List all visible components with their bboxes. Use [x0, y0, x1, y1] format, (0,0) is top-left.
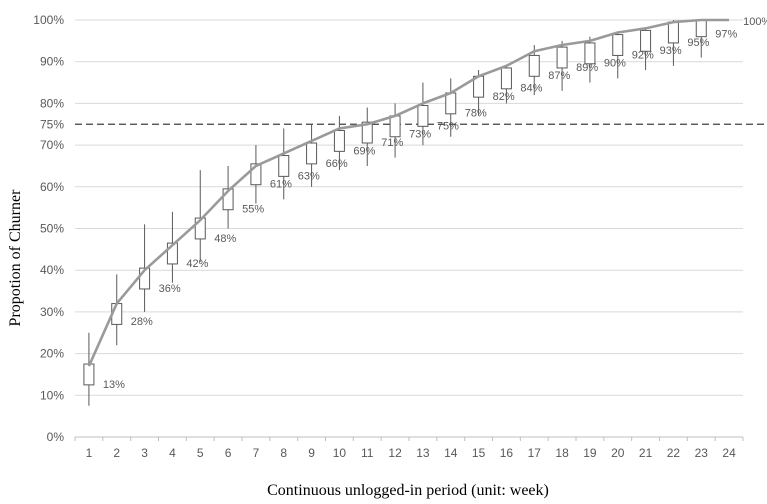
box	[250, 163, 262, 186]
data-label: 73%	[409, 129, 431, 141]
y-tick-labels: 0% 10% 20% 30% 40% 50% 60% 70% 75% 80% 90% 100%	[33, 13, 64, 444]
data-label: 69%	[353, 145, 375, 157]
x-tick-label: 4	[169, 446, 176, 460]
box	[500, 67, 512, 90]
data-label: 100%	[743, 16, 767, 28]
box	[584, 42, 596, 65]
box-plots	[83, 19, 707, 406]
y-axis-title: Propotion of Churner	[7, 189, 24, 327]
x-tick-label: 7	[253, 446, 260, 460]
data-label: 42%	[186, 258, 208, 270]
data-label: 75%	[437, 120, 459, 132]
data-label: 13%	[103, 379, 125, 391]
box	[389, 115, 401, 138]
x-tick-label: 18	[555, 446, 569, 460]
box	[640, 29, 652, 52]
x-tick-label: 19	[583, 446, 597, 460]
box	[556, 46, 568, 69]
data-label: 97%	[715, 29, 737, 41]
y-tick-label: 0%	[47, 430, 65, 444]
data-label: 87%	[548, 70, 570, 82]
y-tick-label: 10%	[40, 388, 64, 402]
box	[139, 267, 151, 290]
x-tick-label: 11	[361, 446, 374, 460]
box	[194, 217, 206, 240]
trend-line	[87, 18, 730, 367]
data-label: 82%	[493, 91, 515, 103]
x-tick-label: 8	[280, 446, 287, 460]
y-tick-label: 100%	[33, 13, 64, 27]
box	[361, 121, 373, 144]
y-tick-label: 50%	[40, 222, 64, 236]
x-tick-label: 24	[722, 446, 736, 460]
data-label: 63%	[298, 170, 320, 182]
data-label: 48%	[214, 233, 236, 245]
y-tick-label: 70%	[40, 138, 64, 152]
data-label: 78%	[465, 108, 487, 120]
x-tick-label: 1	[86, 446, 93, 460]
box	[333, 130, 345, 152]
x-tick-label: 2	[113, 446, 120, 460]
data-label: 55%	[242, 204, 264, 216]
x-tick-label: 3	[141, 446, 148, 460]
box	[612, 34, 624, 56]
box	[278, 155, 290, 177]
box	[83, 363, 95, 386]
box	[166, 242, 178, 265]
gridlines	[75, 19, 743, 396]
y-tick-label: 90%	[40, 55, 64, 69]
data-label: 66%	[326, 158, 348, 170]
y-tick-label: 75%	[40, 117, 64, 131]
x-tick-label: 13	[416, 446, 430, 460]
x-tick-label: 15	[472, 446, 486, 460]
data-label: 71%	[381, 137, 403, 149]
data-label: 36%	[159, 283, 181, 295]
x-tick-label: 23	[695, 446, 709, 460]
data-label: 90%	[604, 58, 626, 70]
box	[417, 104, 429, 127]
y-tick-label: 20%	[40, 347, 64, 361]
data-label: 89%	[576, 62, 598, 74]
x-tick-label: 12	[388, 446, 402, 460]
data-label: 61%	[270, 179, 292, 191]
data-label: 84%	[520, 83, 542, 95]
y-tick-label: 80%	[40, 96, 64, 110]
x-axis-title: Continuous unlogged-in period (unit: wee…	[267, 482, 549, 499]
x-tick-label: 20	[611, 446, 625, 460]
box	[222, 188, 234, 211]
data-label: 95%	[687, 37, 709, 49]
data-labels: 13% 28% 36% 42% 48% 55% 61% 63% 66% 69% 71% 73% 75% 7…	[103, 16, 767, 391]
data-label: 93%	[660, 45, 682, 57]
y-tick-label: 60%	[40, 180, 64, 194]
box	[695, 19, 707, 38]
data-label: 28%	[131, 316, 153, 328]
x-tick-label: 14	[444, 446, 458, 460]
x-tick-label: 9	[308, 446, 315, 460]
x-tick-label: 10	[333, 446, 347, 460]
box	[445, 92, 457, 115]
y-tick-label: 40%	[40, 263, 64, 277]
x-tick-label: 22	[667, 446, 681, 460]
x-tick-label: 17	[528, 446, 542, 460]
box	[306, 142, 318, 165]
box	[667, 21, 679, 44]
data-label: 92%	[632, 49, 654, 61]
x-tick-label: 21	[639, 446, 653, 460]
box	[528, 54, 540, 77]
x-tick-label: 6	[225, 446, 232, 460]
x-tick-label: 16	[500, 446, 514, 460]
y-tick-label: 30%	[40, 305, 64, 319]
x-tick-label: 5	[197, 446, 204, 460]
x-tick-labels: 1 2 3 4 5 6 7 8 9 10 11 12 13 14 15 16 17 18 19 20 21 22 23 24	[74, 437, 744, 460]
